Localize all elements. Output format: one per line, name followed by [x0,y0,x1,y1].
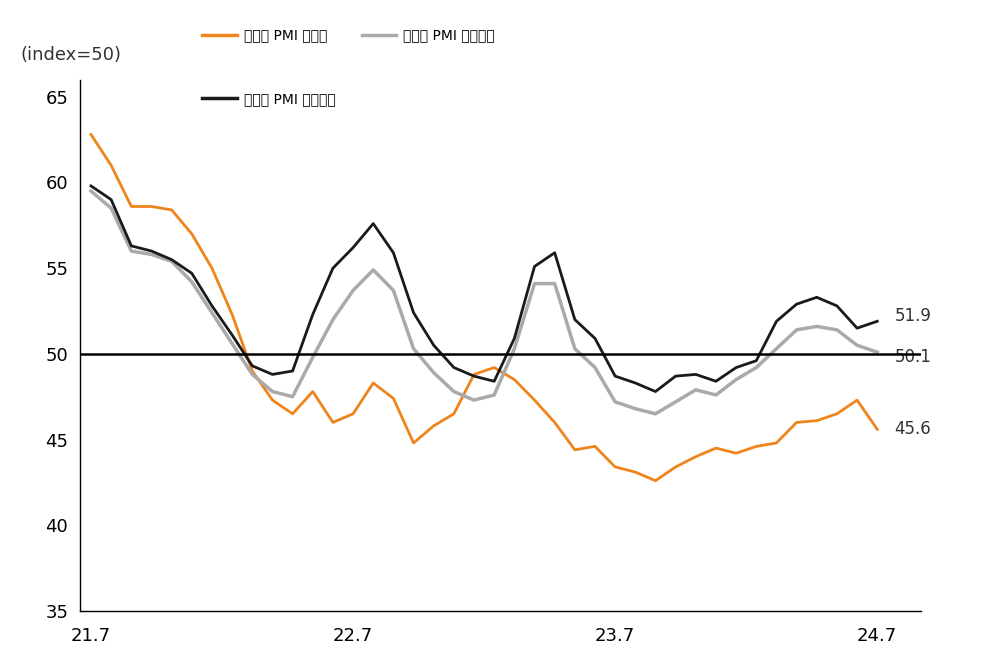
Text: 50.1: 50.1 [895,349,932,367]
Text: 45.6: 45.6 [895,420,932,438]
Text: (index=50): (index=50) [20,46,121,64]
Text: 51.9: 51.9 [895,307,932,325]
Legend: 유로존 PMI 서비스업: 유로존 PMI 서비스업 [196,86,341,112]
